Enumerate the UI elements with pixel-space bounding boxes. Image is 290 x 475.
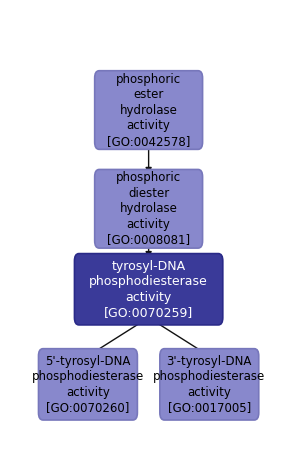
FancyBboxPatch shape xyxy=(39,349,137,420)
FancyBboxPatch shape xyxy=(95,71,202,149)
Text: phosphoric
diester
hydrolase
activity
[GO:0008081]: phosphoric diester hydrolase activity [G… xyxy=(107,171,190,246)
Text: 5'-tyrosyl-DNA
phosphodiesterase
activity
[GO:0070260]: 5'-tyrosyl-DNA phosphodiesterase activit… xyxy=(32,355,144,414)
Text: tyrosyl-DNA
phosphodiesterase
activity
[GO:0070259]: tyrosyl-DNA phosphodiesterase activity [… xyxy=(89,259,208,319)
Text: phosphoric
ester
hydrolase
activity
[GO:0042578]: phosphoric ester hydrolase activity [GO:… xyxy=(107,73,190,148)
Text: 3'-tyrosyl-DNA
phosphodiesterase
activity
[GO:0017005]: 3'-tyrosyl-DNA phosphodiesterase activit… xyxy=(153,355,265,414)
FancyBboxPatch shape xyxy=(160,349,259,420)
FancyBboxPatch shape xyxy=(95,170,202,248)
FancyBboxPatch shape xyxy=(75,254,223,325)
